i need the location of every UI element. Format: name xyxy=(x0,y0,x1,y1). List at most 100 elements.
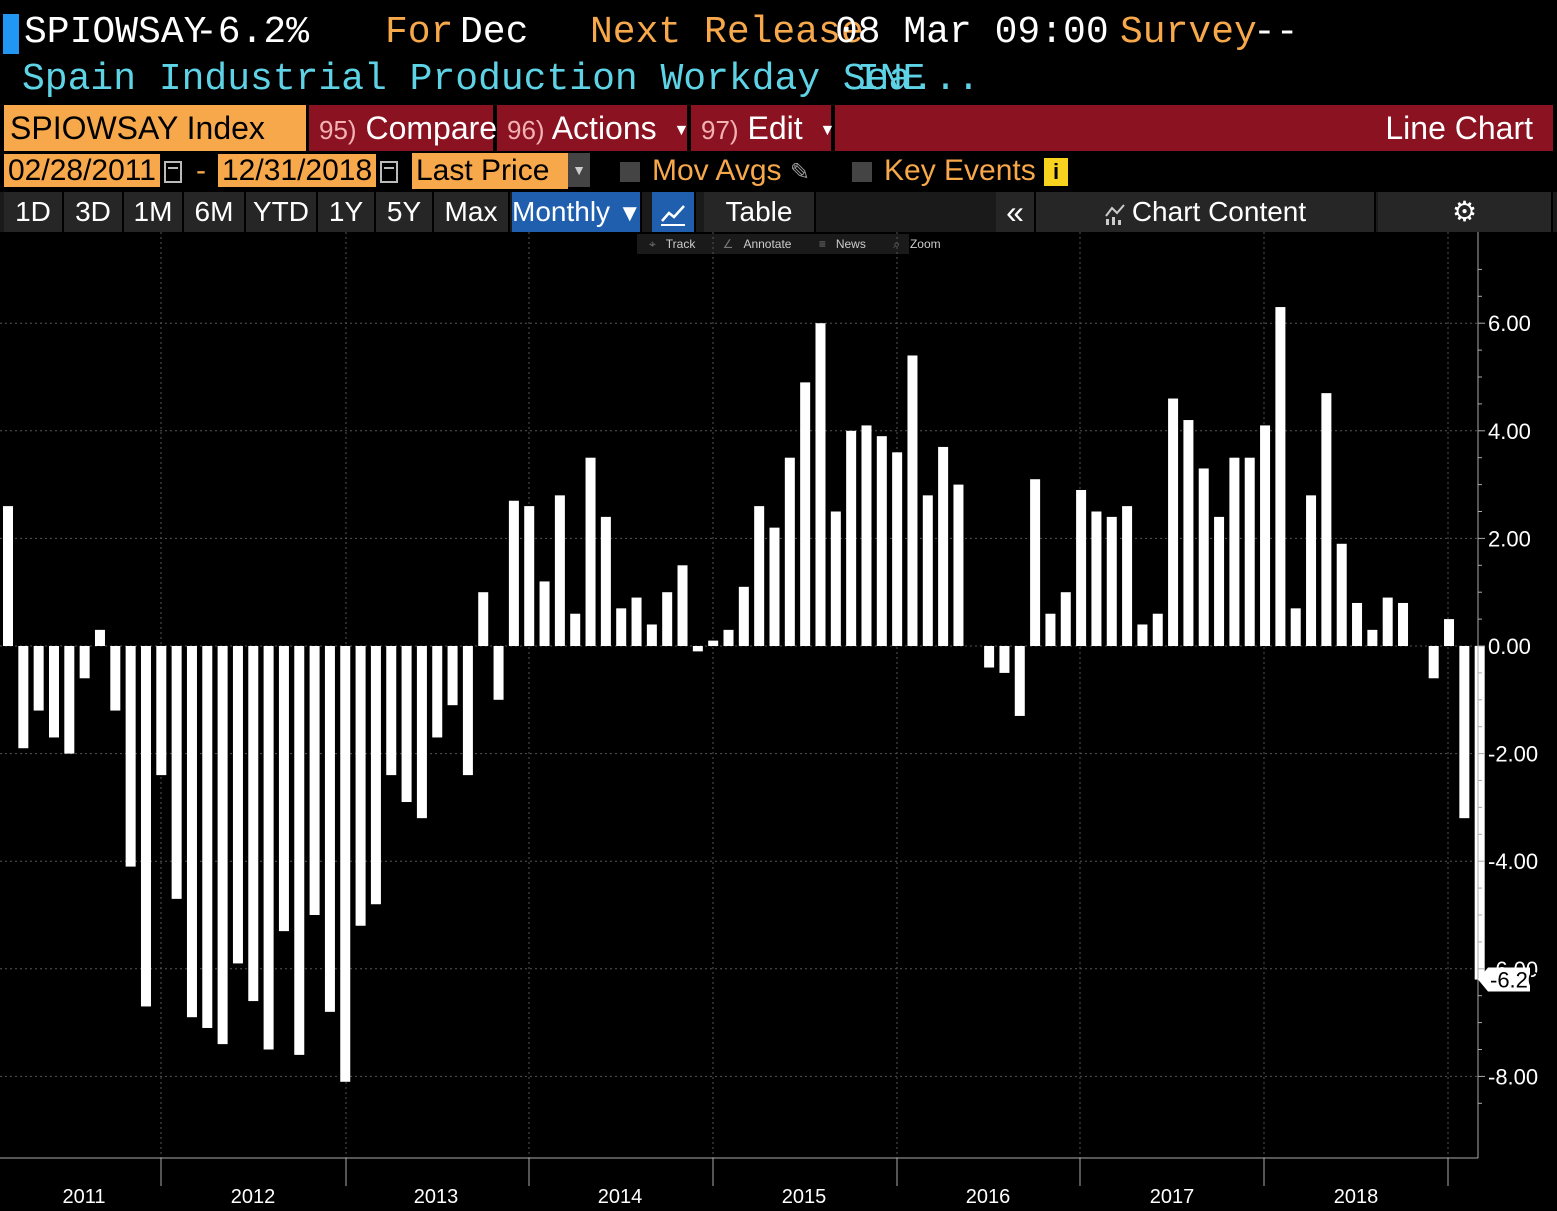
chart-bar[interactable] xyxy=(171,646,182,899)
chart-bar[interactable] xyxy=(570,613,581,646)
chart-bar[interactable] xyxy=(585,457,596,646)
end-date-field[interactable]: 12/31/2018 xyxy=(218,153,399,189)
chart-bar[interactable] xyxy=(892,452,903,646)
chart-bar[interactable] xyxy=(18,646,29,749)
chart-bar[interactable] xyxy=(769,527,780,646)
chart-bar[interactable] xyxy=(631,597,642,646)
gear-icon[interactable]: ⚙ xyxy=(1378,192,1553,232)
chart-bar[interactable] xyxy=(861,425,872,646)
chart-bar[interactable] xyxy=(524,506,535,646)
dropdown-arrow-icon[interactable]: ▼ xyxy=(568,153,590,187)
chart-type-label[interactable]: Line Chart xyxy=(835,105,1553,151)
chart-bar[interactable] xyxy=(600,516,611,646)
chart-bar[interactable] xyxy=(64,646,75,754)
chart-bar[interactable] xyxy=(1137,624,1148,646)
chart-bar[interactable] xyxy=(79,646,90,679)
chart-bar[interactable] xyxy=(999,646,1010,673)
chart-bar[interactable] xyxy=(125,646,136,867)
chart-bar[interactable] xyxy=(447,646,458,706)
calendar-icon[interactable] xyxy=(380,161,399,184)
chart-bar[interactable] xyxy=(800,382,811,646)
chart-bar[interactable] xyxy=(708,640,719,646)
chart-bar[interactable] xyxy=(1091,511,1102,647)
chart-bar[interactable] xyxy=(984,646,995,668)
chart-bar[interactable] xyxy=(33,646,44,711)
chart-bar[interactable] xyxy=(416,646,427,819)
chart-bar[interactable] xyxy=(1168,398,1179,646)
ticker-index-field[interactable]: SPIOWSAY Index xyxy=(4,105,306,151)
chart-bar[interactable] xyxy=(554,495,565,646)
chart-bar[interactable] xyxy=(1428,646,1439,679)
chart-bar[interactable] xyxy=(1352,602,1363,646)
frequency-dropdown[interactable]: Monthly ▼ xyxy=(512,192,642,232)
chart-content-button[interactable]: Chart Content xyxy=(1036,192,1376,232)
chart-bar[interactable] xyxy=(263,646,274,1050)
chart-bar[interactable] xyxy=(953,484,964,646)
chart-bar[interactable] xyxy=(1290,608,1301,646)
chart-bar[interactable] xyxy=(815,323,826,646)
chart-bar[interactable] xyxy=(140,646,151,1007)
chart-bar[interactable] xyxy=(1045,613,1056,646)
chart-bar[interactable] xyxy=(294,646,305,1055)
chart-bar[interactable] xyxy=(48,646,59,738)
chart-bar[interactable] xyxy=(1321,393,1332,646)
chart-bar[interactable] xyxy=(677,565,688,646)
chart-bar[interactable] xyxy=(508,500,519,646)
chart-bar[interactable] xyxy=(478,592,489,646)
chart-bar[interactable] xyxy=(278,646,289,932)
chart-bar[interactable] xyxy=(1444,619,1455,646)
chart-bar[interactable] xyxy=(1306,495,1317,646)
actions-menu[interactable]: 96) Actions ▼ xyxy=(497,105,689,151)
line-chart-icon[interactable] xyxy=(652,192,696,232)
chart-bar[interactable] xyxy=(1183,420,1194,646)
chart-bar[interactable] xyxy=(217,646,228,1045)
chart-bar[interactable] xyxy=(432,646,443,738)
track-tool[interactable]: ⌖ Track xyxy=(643,237,701,251)
period-max-button[interactable]: Max xyxy=(434,192,510,232)
chart-bar[interactable] xyxy=(493,646,504,700)
annotate-tool[interactable]: ∠ Annotate xyxy=(717,237,798,251)
chart-bar[interactable] xyxy=(846,430,857,646)
chart-bar[interactable] xyxy=(94,629,105,646)
chart-bar[interactable] xyxy=(355,646,366,926)
key-events-toggle[interactable]: Key Events i xyxy=(852,153,1069,189)
chart-bar[interactable] xyxy=(186,646,197,1018)
chart-bar[interactable] xyxy=(110,646,121,711)
period-5y-button[interactable]: 5Y xyxy=(376,192,434,232)
chart-bar[interactable] xyxy=(462,646,473,776)
chart-bar[interactable] xyxy=(1060,592,1071,646)
period-1y-button[interactable]: 1Y xyxy=(318,192,376,232)
chart-bar[interactable] xyxy=(723,629,734,646)
chart-bar[interactable] xyxy=(1229,457,1240,646)
chart-bar[interactable] xyxy=(3,506,13,646)
chart-bar[interactable] xyxy=(386,646,397,776)
bar-chart[interactable]: 6.004.002.000.00-2.00-4.00-6.00-8.00-6.2… xyxy=(0,232,1557,1211)
chart-bar[interactable] xyxy=(1152,613,1163,646)
compare-button[interactable]: 95) Compare xyxy=(309,105,497,151)
period-ytd-button[interactable]: YTD xyxy=(246,192,318,232)
table-button[interactable]: Table xyxy=(704,192,816,232)
chart-bar[interactable] xyxy=(156,646,167,776)
period-1d-button[interactable]: 1D xyxy=(4,192,64,232)
chart-bar[interactable] xyxy=(1260,425,1271,646)
chart-bar[interactable] xyxy=(248,646,259,1002)
start-date-field[interactable]: 02/28/2011 xyxy=(4,153,182,189)
period-6m-button[interactable]: 6M xyxy=(184,192,246,232)
chart-bar[interactable] xyxy=(907,355,918,646)
chart-bar[interactable] xyxy=(202,646,213,1028)
collapse-icon[interactable]: « xyxy=(996,192,1036,232)
chart-bar[interactable] xyxy=(692,646,703,652)
mov-avgs-toggle[interactable]: Mov Avgs ✎ xyxy=(620,153,810,189)
chart-bar[interactable] xyxy=(1336,543,1347,646)
chart-bar[interactable] xyxy=(1459,646,1470,819)
period-3d-button[interactable]: 3D xyxy=(64,192,124,232)
chart-bar[interactable] xyxy=(1244,457,1255,646)
chart-bar[interactable] xyxy=(1076,489,1087,646)
chart-bar[interactable] xyxy=(1198,468,1209,646)
chart-bar[interactable] xyxy=(1474,646,1485,980)
calendar-icon[interactable] xyxy=(163,161,182,184)
chart-bar[interactable] xyxy=(1367,629,1378,646)
chart-bar[interactable] xyxy=(754,506,765,646)
edit-menu[interactable]: 97) Edit ▼ xyxy=(691,105,835,151)
chart-bar[interactable] xyxy=(1030,479,1041,646)
